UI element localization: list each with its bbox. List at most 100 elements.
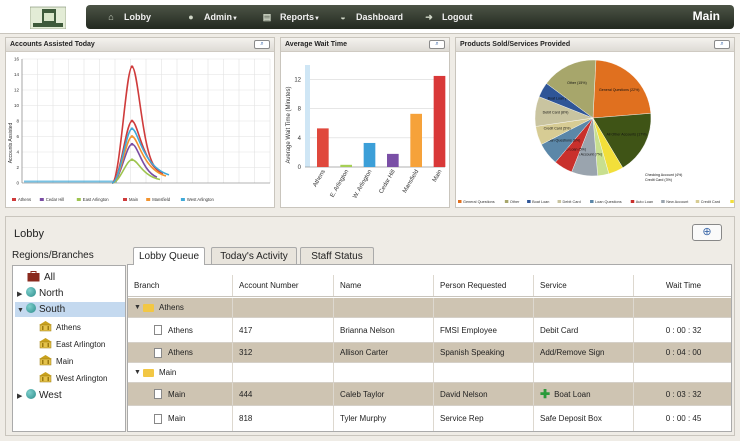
wait-chart-title: Average Wait Time [281,38,449,52]
accounts-chart-title: Accounts Assisted Today [6,38,274,52]
collapse-icon[interactable]: ▼ [134,304,141,311]
tree-item-north[interactable]: ▶ North [17,286,63,301]
table-row[interactable]: Athens 417 Brianna Nelson FMSI Employee … [128,318,731,343]
pie-slice-general-questions [592,59,652,119]
nav-admin[interactable]: ● Admin▼ [184,10,238,24]
nav-dashboard[interactable]: ◒ Dashboard [336,10,403,24]
pie-slice-other [546,59,597,119]
table-row[interactable]: Main 444 Caleb Taylor David Nelson ✚ Boat… [128,383,731,406]
zoom-button[interactable]: ⊕ [692,224,722,241]
tab-lobby-queue[interactable]: Lobby Queue [133,247,205,265]
nav-reports[interactable]: ▤ Reports▼ [260,10,320,24]
legend-label: Debit Card [563,200,581,204]
lobby-title: Lobby [14,228,44,240]
zoom-icon[interactable]: ⌕ [254,40,270,49]
data-point [130,142,134,146]
pie-slice-label: All Other Accounts (17%) [606,132,646,136]
legend-swatch [527,200,531,203]
collapse-icon[interactable]: ▼ [134,369,141,376]
document-icon [154,413,162,424]
tab-staff-status[interactable]: Staff Status [300,247,374,264]
accounts-chart-panel: Accounts Assisted Today ⌕ Accounts Assis… [5,37,275,208]
tree-item-west-arlington[interactable]: West Arlington [39,371,107,386]
bar-w--arlington [363,142,376,167]
tree-item-east-arlington[interactable]: East Arlington [39,337,105,352]
pie-slice-label: Boat Loan (4%) [548,97,573,101]
tab-todays-activity[interactable]: Today's Activity [211,247,297,264]
series-line-athens [111,65,155,184]
wait-y-axis-label: Average Wait Time (Minutes) [286,86,292,163]
nav-logout[interactable]: ➜ Logout [422,10,472,24]
tree-item-south[interactable]: ▼ South [15,302,125,317]
regions-title: Regions/Branches [12,250,94,261]
tree-item-athens[interactable]: Athens [39,320,81,335]
pie-slice-label: Loan Questions (6%) [547,138,581,142]
gauge-icon: ◒ [340,12,346,22]
legend-label: Loan Questions [595,200,622,204]
pie-slice-label: Credit Card (3%) [645,178,672,182]
pie-slice-label: General Questions (22%) [599,88,640,92]
legend-swatch [695,200,700,203]
column-header-account[interactable]: Account Number [232,275,333,296]
document-icon [154,389,162,399]
y-axis-band [305,65,310,167]
x-tick-label: Mansfield [402,169,420,194]
logout-icon: ➜ [425,12,433,22]
zoom-icon[interactable]: ⌕ [714,40,730,49]
wait-chart-panel: Average Wait Time ⌕ Average Wait Time (M… [280,37,450,208]
column-header-service[interactable]: Service [533,275,633,296]
expand-icon[interactable]: ▶ [17,291,23,298]
legend-label: Auto Loan [636,200,653,204]
tree-item-west[interactable]: ▶ West [17,388,62,403]
column-header-person[interactable]: Person Requested [433,275,533,296]
y-tick-label: 16 [14,57,20,62]
column-header-wait-time[interactable]: Wait Time [633,275,731,296]
bar-mansfield [410,113,422,167]
bar-e--arlington [340,164,352,167]
tree-item-main[interactable]: Main [39,354,73,369]
bank-icon [39,338,52,349]
legend-swatch [180,198,185,201]
tree-item-all[interactable]: All [27,270,55,285]
table-row[interactable]: Main 818 Tyler Murphy Service Rep Safe D… [128,406,731,431]
legend-label: Cedar Hill [46,197,64,202]
home-icon: ⌂ [108,12,114,22]
y-tick-label: 12 [294,78,301,84]
regions-tree: All ▶ North ▼ South Athens East Arlington … [12,265,126,432]
legend-label: Other [510,200,520,204]
x-tick-label: Athens [312,169,327,188]
legend-swatch [504,200,509,203]
column-header-branch[interactable]: Branch [134,281,160,290]
group-row-main[interactable]: ▼ Main [128,363,731,383]
zoom-icon[interactable]: ⌕ [429,40,445,49]
accounts-line-chart: Accounts Assisted 0 2 4 6 8 10 12 14 16 Athens Ced… [8,57,271,202]
products-pie-chart: General Questions (22%) All Other Account… [458,59,734,204]
collapse-icon[interactable]: ▼ [17,307,24,314]
y-tick-label: 0 [298,165,302,171]
y-tick-label: 4 [16,150,19,155]
nav-lobby[interactable]: ⌂ Lobby [104,10,151,24]
column-header-name[interactable]: Name [333,275,433,296]
accounts-y-axis-label: Accounts Assisted [8,122,14,163]
plus-icon: ✚ [540,387,551,401]
legend-swatch [630,200,635,203]
data-point [130,127,134,131]
legend-swatch [146,198,151,201]
x-tick-label: E. Arlington [330,169,351,199]
bank-icon [39,321,52,332]
page-title: Main [692,9,720,23]
globe-icon [26,389,36,399]
folder-icon [143,303,154,312]
table-row[interactable]: Athens 312 Allison Carter Spanish Speaki… [128,343,731,363]
lobby-queue-grid: Branch Account Number Name Person Reques… [127,264,732,432]
legend-label: West Arlington [187,197,215,202]
lobby-panel: Lobby ⊕ Regions/Branches All ▶ North ▼ Sou… [5,216,735,436]
legend-swatch [12,198,16,201]
pie-slice-label: New Account (7%) [573,152,603,156]
group-row-athens[interactable]: ▼ Athens [128,298,731,318]
y-tick-label: 10 [14,103,20,108]
expand-icon[interactable]: ▶ [17,393,23,400]
pie-slice-label: Debit Card (8%) [543,111,569,115]
products-chart-title: Products Sold/Services Provided [456,38,734,52]
globe-icon [26,303,36,313]
